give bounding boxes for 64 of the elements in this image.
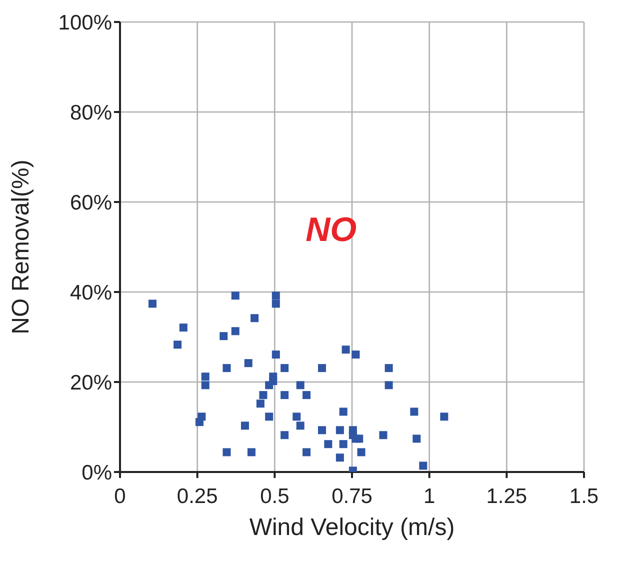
point [339, 440, 348, 448]
point [280, 364, 289, 372]
x-tick-label: 1.25 [486, 484, 528, 508]
point [302, 391, 311, 400]
point [265, 412, 274, 421]
point [292, 412, 301, 421]
point [148, 300, 156, 308]
y-tick-label: 0% [82, 461, 112, 484]
point [336, 426, 344, 434]
point [384, 381, 393, 390]
point [379, 431, 388, 440]
y-tick-label: 100% [58, 11, 112, 34]
point [240, 422, 249, 430]
point [342, 346, 350, 354]
point [265, 381, 274, 390]
point [318, 426, 326, 434]
point [355, 434, 364, 443]
point [352, 350, 360, 359]
point [412, 434, 421, 443]
point [201, 372, 210, 381]
x-tick-label: 0 [114, 484, 126, 508]
point [272, 292, 280, 300]
y-tick-label: 40% [70, 281, 112, 304]
x-tick-label: 0.5 [260, 484, 290, 508]
y-axis-title: NO Removal(%) [8, 160, 35, 334]
point [250, 314, 259, 322]
point [339, 408, 348, 416]
point [272, 350, 280, 359]
point [272, 300, 280, 308]
point [179, 324, 188, 332]
x-tick-label: 1.5 [569, 484, 599, 508]
y-tick-label: 20% [70, 371, 112, 394]
point [247, 448, 256, 456]
point [174, 340, 182, 349]
point [440, 412, 448, 421]
point [222, 364, 231, 372]
point [410, 408, 418, 416]
point [419, 462, 428, 470]
point [196, 418, 204, 426]
point [357, 448, 366, 456]
point [231, 327, 240, 336]
point [336, 454, 344, 462]
point [244, 359, 252, 368]
point [324, 440, 332, 448]
point [384, 364, 393, 372]
point [296, 381, 304, 390]
x-axis-title: Wind Velocity (m/s) [248, 514, 456, 542]
point [318, 364, 326, 372]
point [201, 381, 210, 390]
y-tick-label: 80% [70, 101, 112, 124]
point [231, 292, 240, 300]
y-tick-label: 60% [70, 191, 112, 214]
point [280, 431, 289, 440]
point [296, 422, 304, 430]
point [280, 391, 289, 400]
point [220, 332, 228, 340]
point [302, 448, 311, 456]
point [222, 448, 231, 456]
annotation: NO [306, 211, 357, 250]
x-tick-label: 0.25 [176, 484, 218, 508]
x-tick-label: 0.75 [332, 484, 372, 508]
x-tick-label: 1 [423, 484, 436, 508]
point [256, 400, 264, 408]
point [259, 391, 268, 400]
